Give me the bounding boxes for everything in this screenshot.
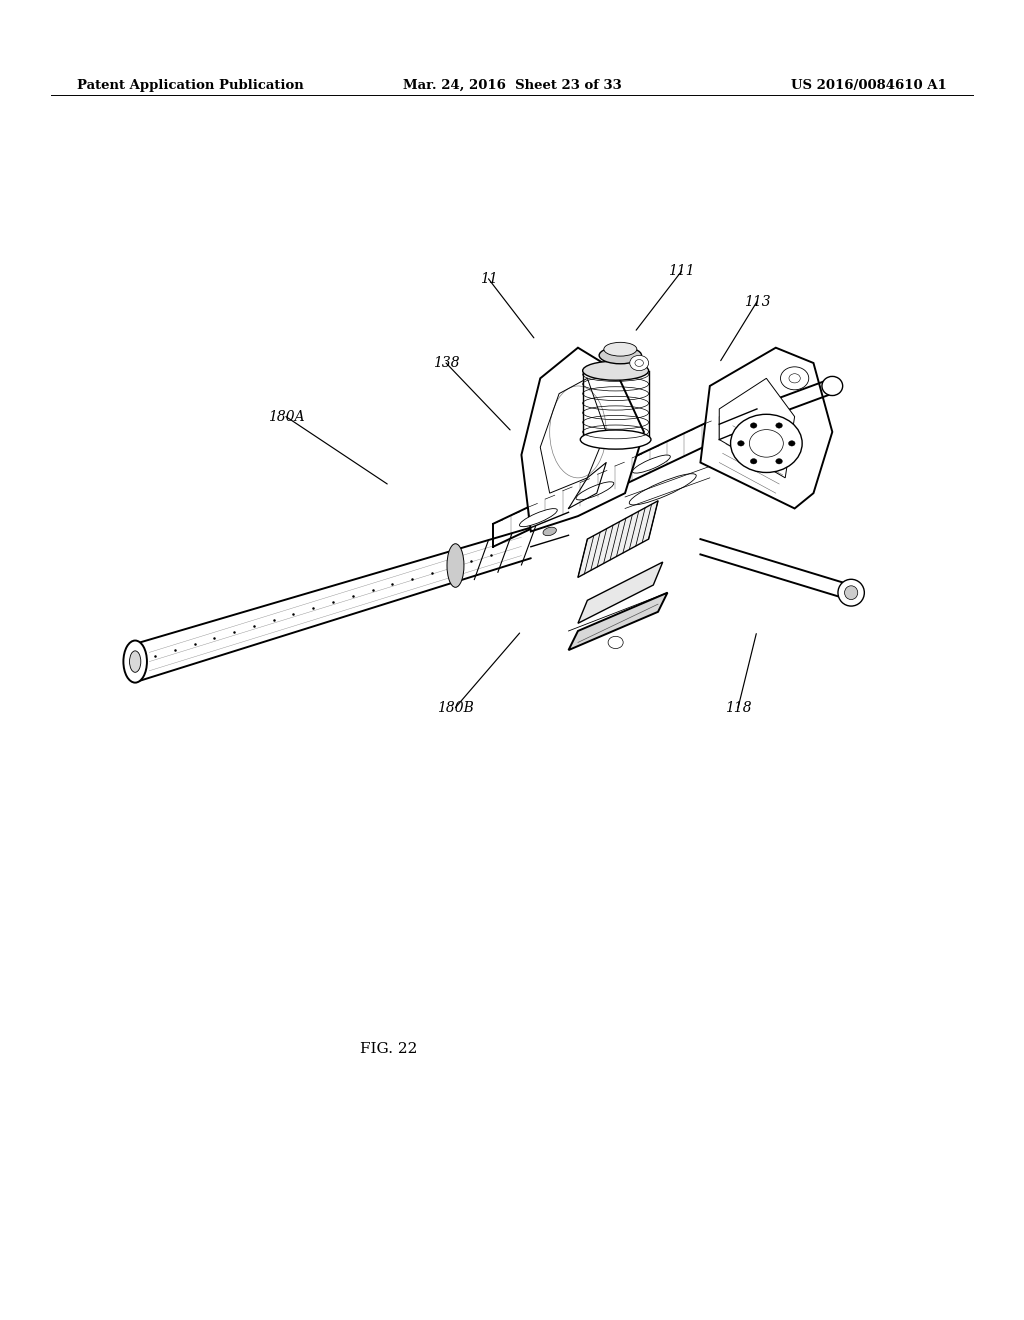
Text: US 2016/0084610 A1: US 2016/0084610 A1 (792, 79, 947, 92)
Text: 11: 11 (479, 272, 498, 286)
Ellipse shape (447, 544, 464, 587)
Ellipse shape (838, 579, 864, 606)
Text: Patent Application Publication: Patent Application Publication (77, 79, 303, 92)
Text: Mar. 24, 2016  Sheet 23 of 33: Mar. 24, 2016 Sheet 23 of 33 (402, 79, 622, 92)
Polygon shape (541, 379, 606, 494)
Polygon shape (521, 347, 644, 532)
Text: 180A: 180A (267, 409, 304, 424)
Ellipse shape (581, 430, 651, 449)
Ellipse shape (604, 342, 637, 356)
Text: 180B: 180B (437, 701, 474, 714)
Ellipse shape (633, 455, 671, 473)
Circle shape (751, 458, 757, 463)
Ellipse shape (629, 474, 696, 506)
Ellipse shape (519, 508, 557, 527)
Polygon shape (700, 347, 833, 508)
Text: 138: 138 (433, 356, 460, 370)
Polygon shape (578, 500, 658, 577)
Polygon shape (578, 562, 663, 623)
Ellipse shape (129, 651, 141, 672)
Circle shape (730, 414, 802, 473)
Ellipse shape (583, 362, 648, 380)
Circle shape (788, 441, 795, 446)
Circle shape (737, 441, 744, 446)
Circle shape (776, 422, 782, 428)
Text: 113: 113 (743, 294, 770, 309)
Circle shape (776, 458, 782, 463)
Ellipse shape (577, 482, 613, 500)
Text: 118: 118 (725, 701, 752, 714)
Text: FIG. 22: FIG. 22 (360, 1043, 418, 1056)
Ellipse shape (822, 376, 843, 396)
Ellipse shape (599, 347, 641, 364)
Ellipse shape (845, 586, 858, 599)
Ellipse shape (124, 640, 147, 682)
Circle shape (751, 422, 757, 428)
Polygon shape (719, 379, 795, 478)
Circle shape (630, 355, 648, 371)
Text: 111: 111 (669, 264, 695, 279)
Polygon shape (568, 593, 668, 651)
Ellipse shape (543, 527, 556, 536)
